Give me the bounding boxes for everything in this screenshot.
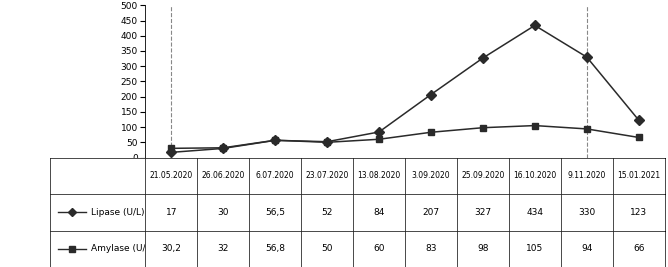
Text: 6.07.2020: 6.07.2020 (256, 171, 295, 180)
Text: 21.05.2020: 21.05.2020 (150, 171, 193, 180)
Text: 30: 30 (218, 208, 229, 217)
Text: Amylase (U/L): Amylase (U/L) (91, 244, 154, 253)
Text: 105: 105 (526, 244, 544, 253)
Text: 60: 60 (373, 244, 385, 253)
Text: 17: 17 (166, 208, 177, 217)
Text: 330: 330 (578, 208, 595, 217)
Text: 25.09.2020: 25.09.2020 (461, 171, 504, 180)
Text: 123: 123 (630, 208, 647, 217)
Text: 52: 52 (321, 208, 333, 217)
Text: 207: 207 (422, 208, 440, 217)
Text: 23.07.2020: 23.07.2020 (305, 171, 349, 180)
Text: 26.06.2020: 26.06.2020 (202, 171, 245, 180)
Text: 56,8: 56,8 (265, 244, 285, 253)
Text: 94: 94 (581, 244, 593, 253)
Text: Lipase (U/L): Lipase (U/L) (91, 208, 144, 217)
Text: 66: 66 (633, 244, 645, 253)
Text: 83: 83 (426, 244, 437, 253)
Text: 56,5: 56,5 (265, 208, 285, 217)
Text: 3.09.2020: 3.09.2020 (411, 171, 450, 180)
Text: 434: 434 (526, 208, 543, 217)
Text: 15.01.2021: 15.01.2021 (617, 171, 660, 180)
Text: 84: 84 (373, 208, 385, 217)
Text: 32: 32 (218, 244, 229, 253)
Text: 327: 327 (474, 208, 492, 217)
Text: 16.10.2020: 16.10.2020 (513, 171, 556, 180)
Text: 50: 50 (321, 244, 333, 253)
Text: 30,2: 30,2 (162, 244, 181, 253)
Text: 13.08.2020: 13.08.2020 (357, 171, 401, 180)
Text: 98: 98 (477, 244, 489, 253)
Text: 9.11.2020: 9.11.2020 (568, 171, 606, 180)
